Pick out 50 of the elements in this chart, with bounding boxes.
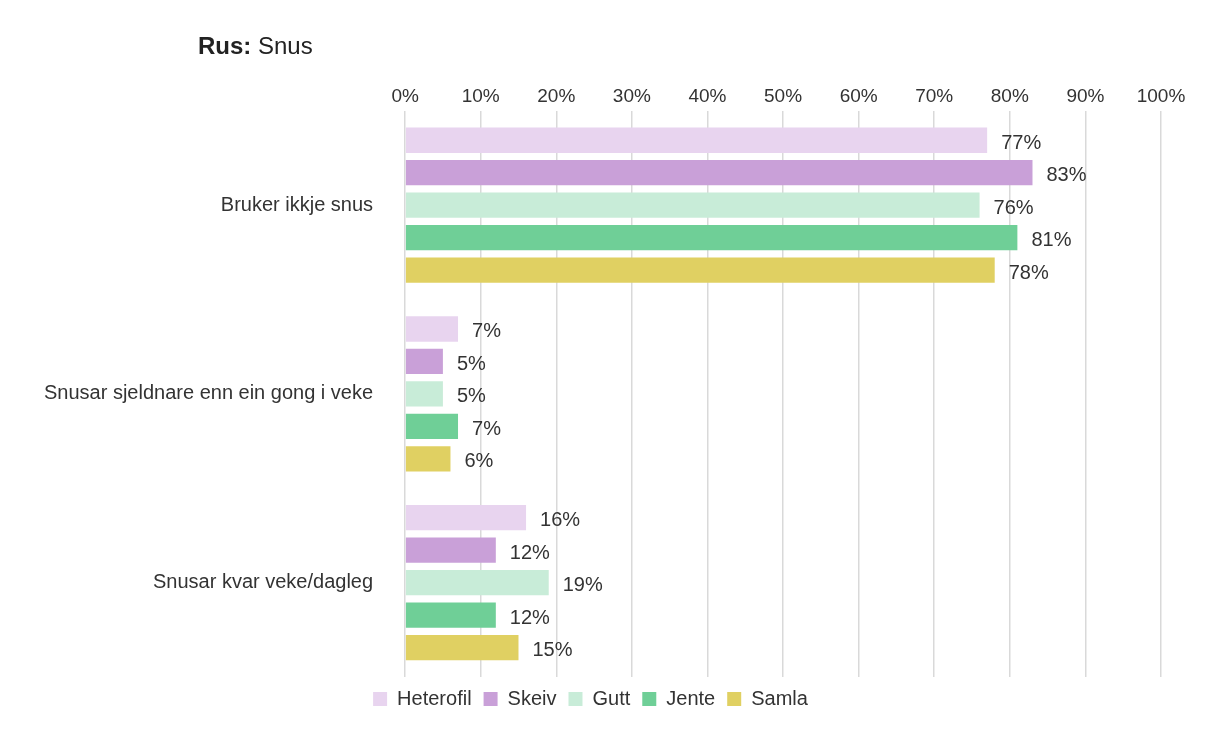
x-tick-label: 30% — [612, 84, 651, 106]
data-label: 83% — [1046, 163, 1087, 186]
data-label: 78% — [1008, 260, 1049, 283]
x-tick-label: 40% — [688, 84, 727, 106]
bar — [405, 192, 980, 218]
legend-label: Jente — [666, 686, 716, 709]
bar — [405, 127, 988, 153]
data-label: 15% — [532, 638, 573, 661]
data-label: 5% — [456, 351, 487, 374]
y-tick-label: Bruker ikkje snus — [220, 192, 374, 215]
bar — [405, 602, 496, 628]
data-label: 7% — [472, 416, 502, 439]
bar — [405, 537, 496, 563]
bar — [405, 505, 527, 531]
legend-label: Gutt — [592, 686, 631, 709]
data-label: 12% — [509, 540, 551, 563]
data-label: 77% — [1001, 130, 1042, 153]
bar — [405, 257, 995, 283]
x-tick-label: 90% — [1066, 84, 1105, 106]
bar — [405, 381, 443, 407]
bar — [405, 569, 549, 596]
legend-label: Heterofil — [397, 686, 472, 709]
x-tick-label: 20% — [537, 84, 576, 106]
x-tick-label: 60% — [839, 84, 878, 106]
bar — [405, 316, 459, 342]
bar — [405, 348, 443, 375]
data-label: 76% — [993, 195, 1034, 218]
legend-label: Samla — [751, 686, 809, 709]
bar — [405, 446, 451, 472]
data-label: 81% — [1031, 228, 1072, 251]
data-label: 7% — [472, 319, 502, 342]
bar — [405, 160, 1033, 186]
x-tick-label: 80% — [990, 84, 1029, 106]
data-label: 5% — [456, 384, 487, 407]
x-tick-label: 50% — [764, 84, 803, 106]
data-label: 16% — [540, 508, 581, 531]
x-tick-label: 100% — [1136, 84, 1186, 106]
x-tick-label: 0% — [391, 84, 419, 106]
data-label: 19% — [562, 573, 603, 596]
x-tick-label: 10% — [461, 84, 500, 106]
bar — [405, 224, 1018, 251]
x-tick-label: 70% — [915, 84, 954, 106]
y-tick-label: Snusar sjeldnare enn ein gong i veke — [43, 381, 374, 404]
y-tick-label: Snusar kvar veke/dagleg — [152, 570, 374, 593]
bar — [405, 634, 519, 661]
bar — [405, 413, 459, 440]
chart-title: Rus: Snus — [198, 32, 313, 60]
data-label: 6% — [464, 449, 494, 472]
legend-label: Skeiv — [507, 686, 557, 709]
data-label: 12% — [509, 605, 551, 628]
